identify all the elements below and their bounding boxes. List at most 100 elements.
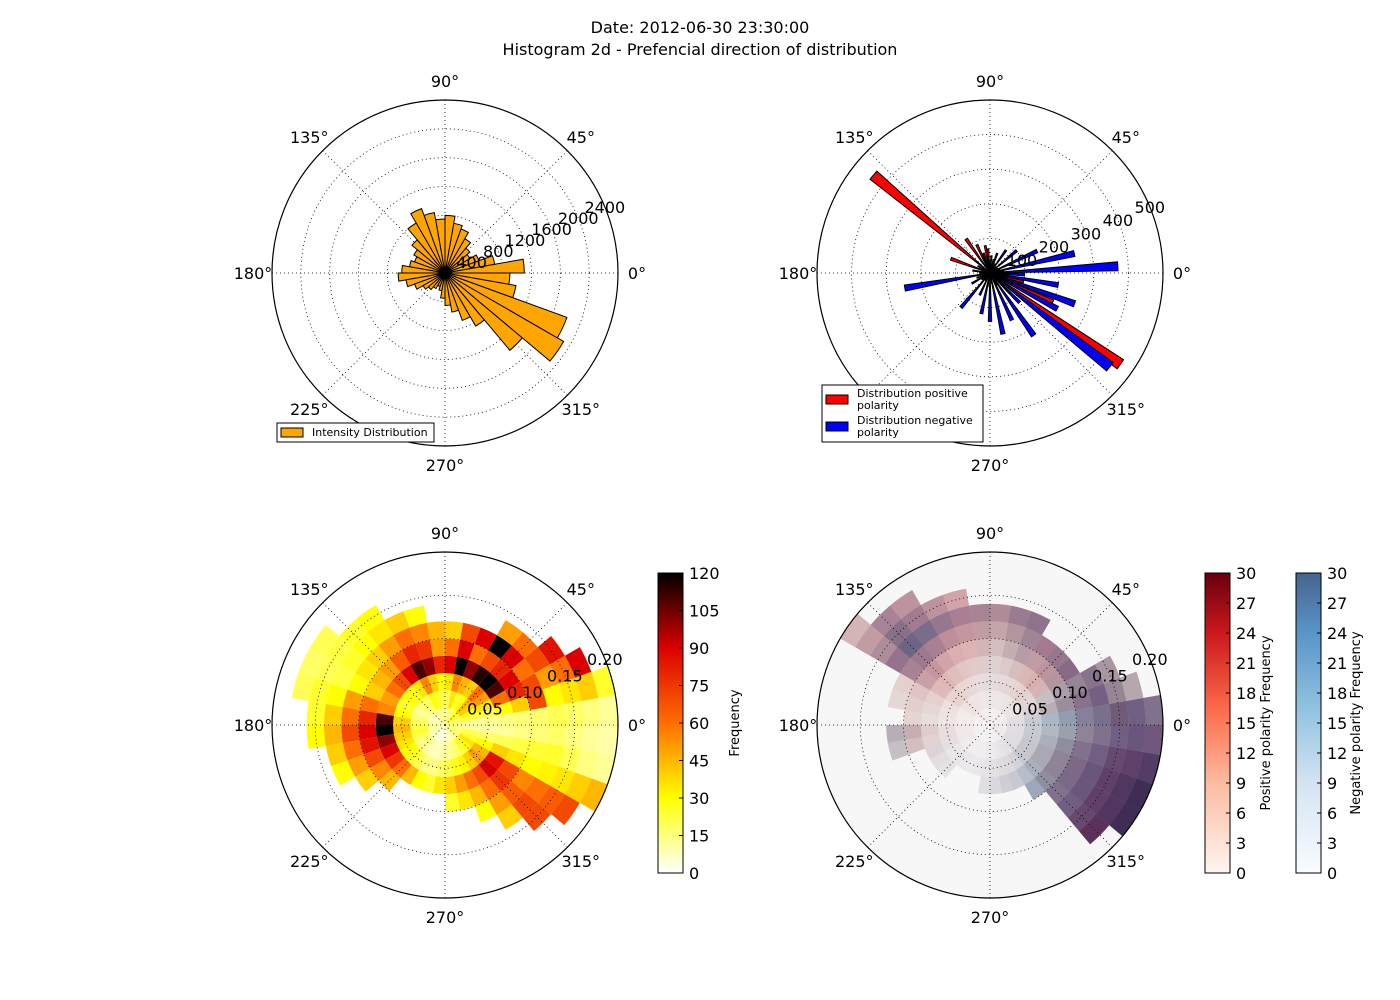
- negative-heatmap-cell: [1038, 734, 1059, 749]
- angle-tick-label: 135°: [835, 128, 874, 147]
- heatmap-cell: [537, 636, 565, 665]
- colorbar-tick-label: 30: [1327, 564, 1347, 583]
- heatmap-cell: [462, 659, 480, 681]
- negative-heatmap-cell: [941, 699, 961, 714]
- heatmap-cell: [498, 669, 520, 691]
- heatmap-cell: [435, 673, 445, 691]
- heatmap-cell: [445, 725, 463, 731]
- heatmap-cell: [489, 658, 512, 681]
- heatmap-cell: [445, 759, 455, 777]
- heatmap-cell: [471, 691, 490, 708]
- negative-heatmap-cell: [1034, 742, 1056, 760]
- angular-gridline: [322, 272, 446, 396]
- angle-tick-label: 45°: [567, 580, 595, 599]
- heatmap-cell: [504, 681, 527, 702]
- heatmap-cell: [445, 725, 454, 742]
- heatmap-cell: [488, 635, 512, 659]
- colorbar-tick-label: 60: [689, 714, 709, 733]
- heatmap-cell: [591, 665, 616, 698]
- colorbar-tick-label: 0: [1236, 864, 1246, 883]
- negative-heatmap-cell: [1007, 725, 1025, 732]
- negative-heatmap-cell: [1056, 658, 1080, 682]
- negative-heatmap-cell: [1078, 813, 1110, 845]
- heatmap-cell: [445, 621, 464, 640]
- heatmap-cell: [379, 742, 401, 760]
- heatmap-cell: [470, 665, 490, 686]
- angle-tick-label: 45°: [567, 128, 595, 147]
- negative-heatmap-cell: [1001, 676, 1016, 696]
- negative-heatmap-cell: [957, 730, 976, 743]
- negative-heatmap-cell: [971, 621, 990, 640]
- negative-heatmap-cell: [990, 708, 999, 725]
- negative-heatmap-cell: [1092, 725, 1112, 747]
- negative-heatmap-cell: [990, 742, 997, 760]
- heatmap-cell: [581, 725, 601, 753]
- colorbar-tick-label: 105: [689, 602, 720, 621]
- negative-heatmap-cell: [955, 718, 973, 725]
- heatmap-cell: [363, 681, 386, 702]
- negative-heatmap-cell: [990, 710, 1002, 725]
- figure-title-line1: Date: 2012-06-30 23:30:00: [591, 18, 810, 37]
- radial-tick-label: 2400: [584, 198, 625, 217]
- negative-heatmap-cell: [1007, 751, 1024, 770]
- negative-heatmap-cell: [1143, 694, 1163, 725]
- rose-bar: [411, 239, 446, 274]
- colorbar-tick-label: 24: [1327, 624, 1347, 643]
- negative-heatmap-cell: [924, 742, 946, 760]
- heatmap-cell: [342, 689, 364, 710]
- heatmap-cell: [564, 647, 592, 678]
- negative-heatmap-cell: [1029, 750, 1050, 770]
- negative-rose-bar: [989, 272, 1077, 308]
- negative-rose-bar: [978, 272, 991, 296]
- heatmap-cell: [579, 778, 608, 812]
- heatmap-cell: [445, 722, 463, 725]
- heatmap-cell: [534, 664, 559, 690]
- legend-box: [276, 422, 435, 443]
- negative-heatmap-cell: [972, 725, 990, 731]
- heatmap-cell: [445, 707, 448, 725]
- negative-heatmap-cell: [920, 594, 949, 621]
- negative-heatmap-cell: [1124, 778, 1153, 812]
- heatmap-cell: [355, 658, 379, 682]
- negative-heatmap-cell: [990, 776, 1003, 795]
- heatmap-cell: [367, 620, 394, 646]
- negative-heatmap-cell: [1006, 713, 1025, 722]
- heatmap-cell: [306, 700, 326, 725]
- heatmap-cell: [427, 722, 445, 725]
- heatmap-cell: [451, 757, 463, 777]
- heatmap-cell: [471, 742, 490, 759]
- radial-tick-label: 300: [1071, 224, 1102, 243]
- heatmap-cell: [511, 768, 535, 792]
- angle-tick-label: 225°: [290, 400, 329, 419]
- heatmap-cell: [291, 671, 315, 701]
- negative-heatmap-cell: [1103, 746, 1127, 773]
- negative-heatmap-cell: [1016, 691, 1035, 708]
- negative-heatmap-cell: [977, 776, 990, 795]
- heatmap-cell: [355, 768, 379, 792]
- radial-tick-label: 1600: [531, 220, 572, 239]
- heatmap-cell: [456, 676, 471, 696]
- heatmap-cell: [384, 611, 410, 636]
- negative-rose-bar: [989, 272, 1006, 335]
- heatmap-cell: [530, 725, 549, 744]
- negative-heatmap-cell: [990, 725, 993, 743]
- colorbar-tick-label: 45: [689, 752, 709, 771]
- colorbar-tick-label: 90: [689, 639, 709, 658]
- heatmap-cell: [450, 692, 463, 711]
- heatmap-cell: [325, 683, 348, 707]
- heatmap-cell: [433, 741, 442, 760]
- negative-rose-bar: [959, 272, 991, 310]
- negative-heatmap-cell: [955, 713, 974, 722]
- rose-bar: [444, 214, 456, 274]
- negative-heatmap-cell: [1004, 707, 1023, 720]
- heatmap-cell: [298, 647, 326, 678]
- negative-heatmap-cell: [923, 635, 947, 659]
- negative-heatmap-cell: [960, 702, 977, 717]
- radial-gridline: [859, 594, 1121, 856]
- heatmap-cell: [445, 707, 451, 725]
- heatmap-cell: [341, 725, 360, 744]
- negative-heatmap-cell: [910, 645, 935, 670]
- heatmap-cell: [438, 742, 445, 760]
- angle-tick-label: 135°: [290, 580, 329, 599]
- negative-heatmap-cell: [1004, 730, 1023, 743]
